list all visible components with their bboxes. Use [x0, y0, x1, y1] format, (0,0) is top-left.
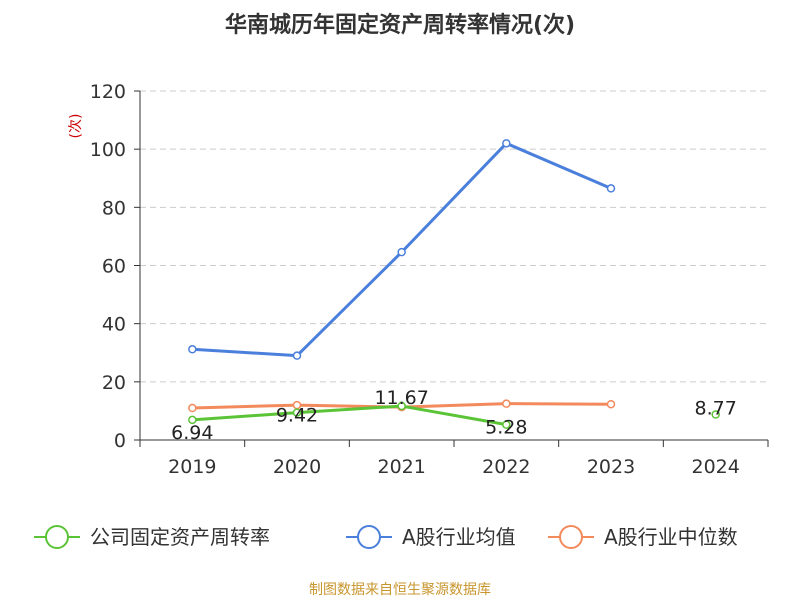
data-point [397, 401, 406, 411]
y-tick-label: 100 [90, 139, 126, 161]
x-tick-label: 2021 [377, 456, 425, 478]
data-point [397, 247, 406, 257]
x-tick-label: 2019 [168, 456, 216, 478]
legend-label: A股行业均值 [402, 525, 516, 549]
x-tick-label: 2020 [273, 456, 321, 478]
legend-item: A股行业中位数 [548, 525, 738, 549]
grid-lines [140, 90, 768, 383]
data-labels: 6.94 9.42 11.67 5.28 8.77 [171, 387, 737, 444]
data-point [292, 408, 302, 417]
legend-item: A股行业均值 [346, 525, 516, 549]
data-point [502, 139, 511, 148]
legend-item: 公司固定资产周转率 [34, 525, 270, 549]
legend-label: A股行业中位数 [604, 525, 738, 549]
y-tick-label: 120 [90, 81, 126, 103]
legend-label: 公司固定资产周转率 [90, 525, 270, 549]
series-line-0 [192, 406, 715, 425]
data-point [711, 410, 720, 419]
chart-title: 华南城历年固定资产周转率情况(次) [225, 12, 575, 38]
y-tick-label: 0 [114, 430, 126, 452]
data-point [188, 345, 197, 354]
data-label: 6.94 [171, 422, 213, 444]
y-tick-label: 60 [102, 256, 126, 278]
legend: 公司固定资产周转率 A股行业均值 A股行业中位数 [34, 525, 738, 549]
data-point [606, 399, 616, 409]
y-tick-label: 40 [102, 314, 126, 336]
legend-marker [357, 525, 381, 549]
series-layer [188, 139, 720, 429]
y-tick-label: 80 [102, 197, 126, 219]
x-tick-label: 2024 [691, 456, 739, 478]
x-tick-label: 2022 [482, 456, 530, 478]
x-axis: 2019 2020 2021 2022 2023 2024 [139, 439, 769, 478]
data-point [292, 351, 302, 360]
data-point [606, 184, 616, 193]
data-label: 11.67 [374, 387, 428, 409]
y-axis: 0 20 40 60 80 100 120 [90, 81, 141, 452]
data-point [188, 415, 197, 425]
legend-marker [559, 525, 583, 549]
x-tick-label: 2023 [587, 456, 635, 478]
data-label: 8.77 [695, 397, 737, 419]
data-point [502, 399, 511, 408]
y-axis-label: (次) [68, 114, 84, 139]
data-point [188, 403, 197, 413]
data-point [502, 420, 511, 429]
source-note: 制图数据来自恒生聚源数据库 [309, 582, 491, 598]
legend-marker [45, 525, 69, 549]
data-label: 9.42 [276, 405, 318, 427]
data-label: 5.28 [485, 417, 527, 439]
y-tick-label: 20 [102, 372, 126, 394]
